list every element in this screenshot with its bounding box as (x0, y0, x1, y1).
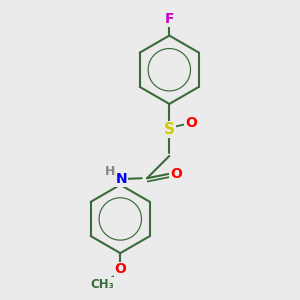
Text: N: N (116, 172, 128, 186)
Text: O: O (114, 262, 126, 277)
Text: O: O (170, 167, 182, 181)
Text: H: H (105, 165, 116, 178)
Text: S: S (164, 122, 175, 137)
Text: O: O (185, 116, 197, 130)
Text: F: F (165, 12, 174, 26)
Text: CH₃: CH₃ (91, 278, 114, 291)
